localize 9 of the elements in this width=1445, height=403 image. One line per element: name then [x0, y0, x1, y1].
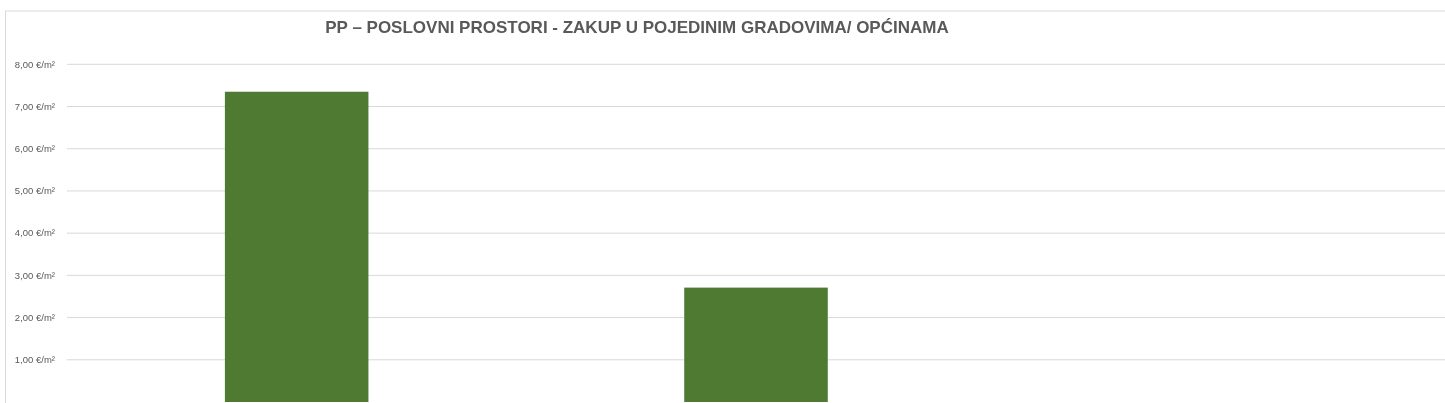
- y-tick-label: 5,00 €/m²: [14, 185, 55, 197]
- chart-title: PP – POSLOVNI PROSTORI - ZAKUP U POJEDINIM GRADOVIMA/ OPĆINAMA: [325, 18, 949, 37]
- y-tick-label: 8,00 €/m²: [14, 58, 55, 70]
- y-tick-label: 3,00 €/m²: [14, 269, 55, 281]
- y-tick-label: 4,00 €/m²: [14, 227, 55, 239]
- y-tick-label: 6,00 €/m²: [14, 143, 55, 155]
- y-tick-label: 2,00 €/m²: [14, 311, 55, 323]
- y-tick-label: 7,00 €/m²: [14, 100, 55, 112]
- y-tick-label: 1,00 €/m²: [14, 354, 55, 366]
